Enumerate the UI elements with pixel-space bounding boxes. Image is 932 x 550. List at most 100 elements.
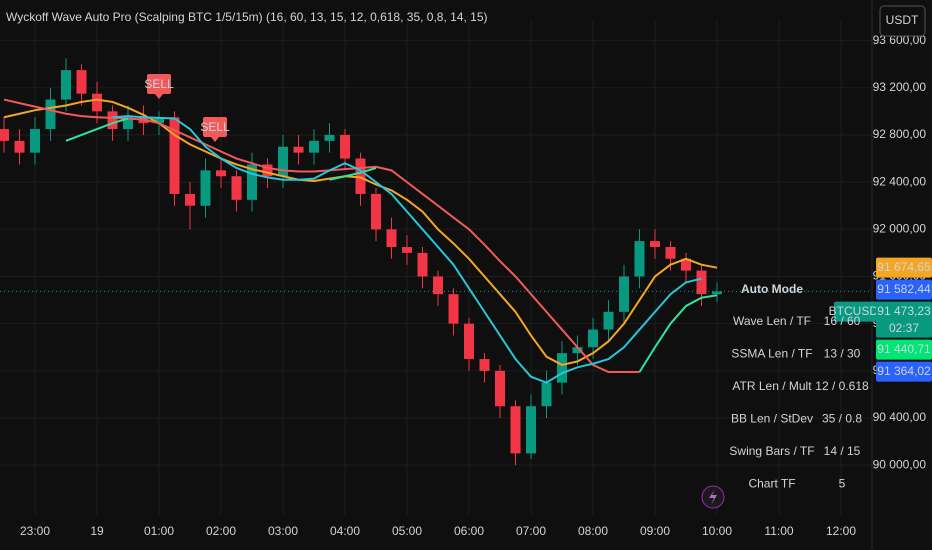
candle-body (92, 93, 102, 112)
price-label: 91 674,65 (877, 260, 931, 274)
candle-body (216, 170, 226, 177)
currency[interactable]: USDT (886, 13, 919, 27)
candle-body (464, 323, 474, 360)
panel-key: SSMA Len / TF (731, 347, 812, 361)
price-tag (876, 279, 932, 300)
x-tick-label: 10:00 (702, 524, 732, 538)
sell-label: SELL (144, 77, 174, 91)
candle-body (355, 158, 366, 194)
currency-button[interactable] (879, 5, 926, 37)
sell-marker (147, 74, 171, 94)
alert-bolt (709, 489, 717, 505)
candle-body (681, 258, 691, 271)
symbol-label: BTCUSDT (829, 304, 886, 318)
y-tick-label: 92 000,00 (873, 221, 927, 235)
candle-body (45, 99, 56, 130)
candle-body (557, 353, 567, 383)
candle-body (0, 129, 9, 141)
candle-body (278, 146, 288, 177)
price-label: 91 364,02 (877, 364, 931, 378)
candle-body (665, 247, 676, 259)
candle-body (169, 117, 180, 194)
price-tag (876, 339, 932, 360)
panel-value: 14 / 15 (824, 444, 861, 458)
candle-body (433, 276, 443, 295)
candle-body (541, 382, 552, 407)
candle-body (200, 170, 211, 206)
candle-body (510, 406, 521, 454)
candle-body (262, 164, 273, 177)
price-tag (876, 361, 932, 382)
candle-body (479, 359, 490, 371)
x-tick-label: 08:00 (578, 524, 608, 538)
x-tick-label: 01:00 (144, 524, 174, 538)
candle-body (650, 241, 660, 248)
candle-body (526, 406, 536, 454)
candle-body (309, 140, 319, 153)
x-tick-label: 05:00 (392, 524, 422, 538)
y-tick-label: 92 400,00 (873, 174, 927, 188)
candle-body (154, 117, 164, 124)
candle-body (588, 329, 598, 348)
candle-body (417, 252, 428, 277)
candle-body (123, 117, 133, 130)
candle-body (76, 70, 87, 94)
y-tick-label: 92 800,00 (873, 127, 927, 141)
x-tick-label: 06:00 (454, 524, 484, 538)
x-tick-label: 12:00 (826, 524, 856, 538)
price-tag (876, 301, 932, 338)
sell-pointer (211, 137, 219, 142)
sell-marker (203, 117, 227, 137)
symbol-tag (834, 301, 880, 322)
panel-key: ATR Len / Mult (732, 379, 812, 393)
indicator-line (65, 117, 129, 142)
candle-body (324, 134, 335, 141)
countdown: 02:37 (889, 321, 919, 335)
y-tick-label: 93 200,00 (873, 80, 927, 94)
candle-body (448, 294, 459, 324)
sell-label: SELL (200, 120, 230, 134)
y-tick-label: 90 400,00 (873, 410, 927, 424)
x-tick-label: 19 (90, 524, 104, 538)
plot (0, 58, 722, 466)
panel-value: 5 (839, 477, 846, 491)
candle-body (340, 134, 350, 159)
candle-body (185, 193, 195, 206)
sell-pointer (155, 94, 163, 99)
candle-body (14, 140, 25, 153)
x-tick-label: 11:00 (764, 524, 793, 538)
indicator-line (3, 98, 718, 366)
candle-body (495, 370, 505, 407)
x-tick-label: 09:00 (640, 524, 670, 538)
candle-body (712, 291, 722, 295)
panel-value: 16 / 60 (824, 314, 861, 328)
candle-body (603, 311, 614, 330)
candle-body (402, 247, 412, 253)
price-label: 91 440,71 (877, 342, 931, 356)
candle-body (293, 146, 304, 153)
panel-title: Auto Mode (741, 282, 803, 296)
panel-key: Chart TF (748, 477, 795, 491)
panel-value: 35 / 0.8 (822, 412, 862, 426)
x-tick-label: 07:00 (516, 524, 546, 538)
panel-value: 12 / 0.618 (815, 379, 869, 393)
indicator-line (329, 167, 377, 181)
price-tag (876, 257, 932, 278)
x-tick-label: 03:00 (268, 524, 298, 538)
candle-body (30, 129, 40, 153)
x-tick-label: 04:00 (330, 524, 360, 538)
x-tick-label: 02:00 (206, 524, 236, 538)
candle-body (61, 70, 71, 100)
candle-body (371, 193, 381, 230)
indicator-line (112, 115, 702, 384)
price-label: 91 473,23 (877, 304, 931, 318)
candle-body (231, 176, 242, 200)
candle-body (619, 276, 629, 312)
candle-body (634, 241, 645, 277)
panel-key: Wave Len / TF (733, 314, 811, 328)
panel-key: BB Len / StDev (731, 412, 813, 426)
